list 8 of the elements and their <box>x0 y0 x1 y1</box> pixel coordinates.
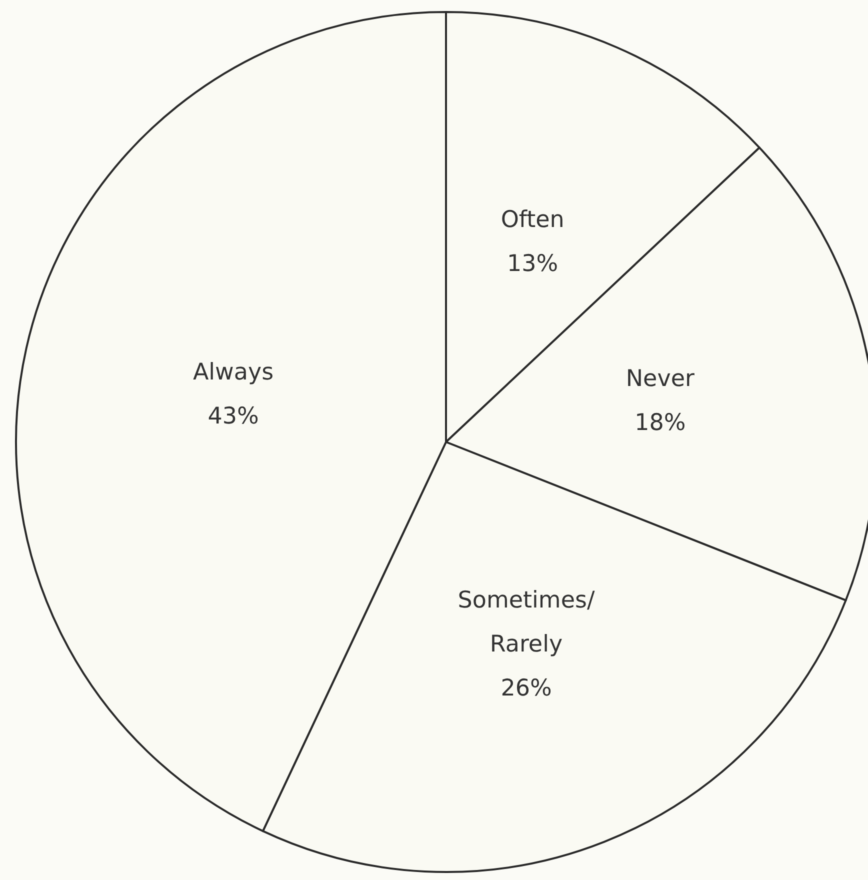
slice-label: Never <box>626 366 695 392</box>
data-label: 13% <box>507 250 558 277</box>
slice-label: Often <box>500 206 564 233</box>
data-label: 43% <box>208 403 259 430</box>
data-label: 26% <box>500 676 552 702</box>
slice-label: Always <box>192 359 274 386</box>
slice-label: Sometimes/ Rarely <box>458 588 595 658</box>
data-label: 18% <box>634 410 686 436</box>
